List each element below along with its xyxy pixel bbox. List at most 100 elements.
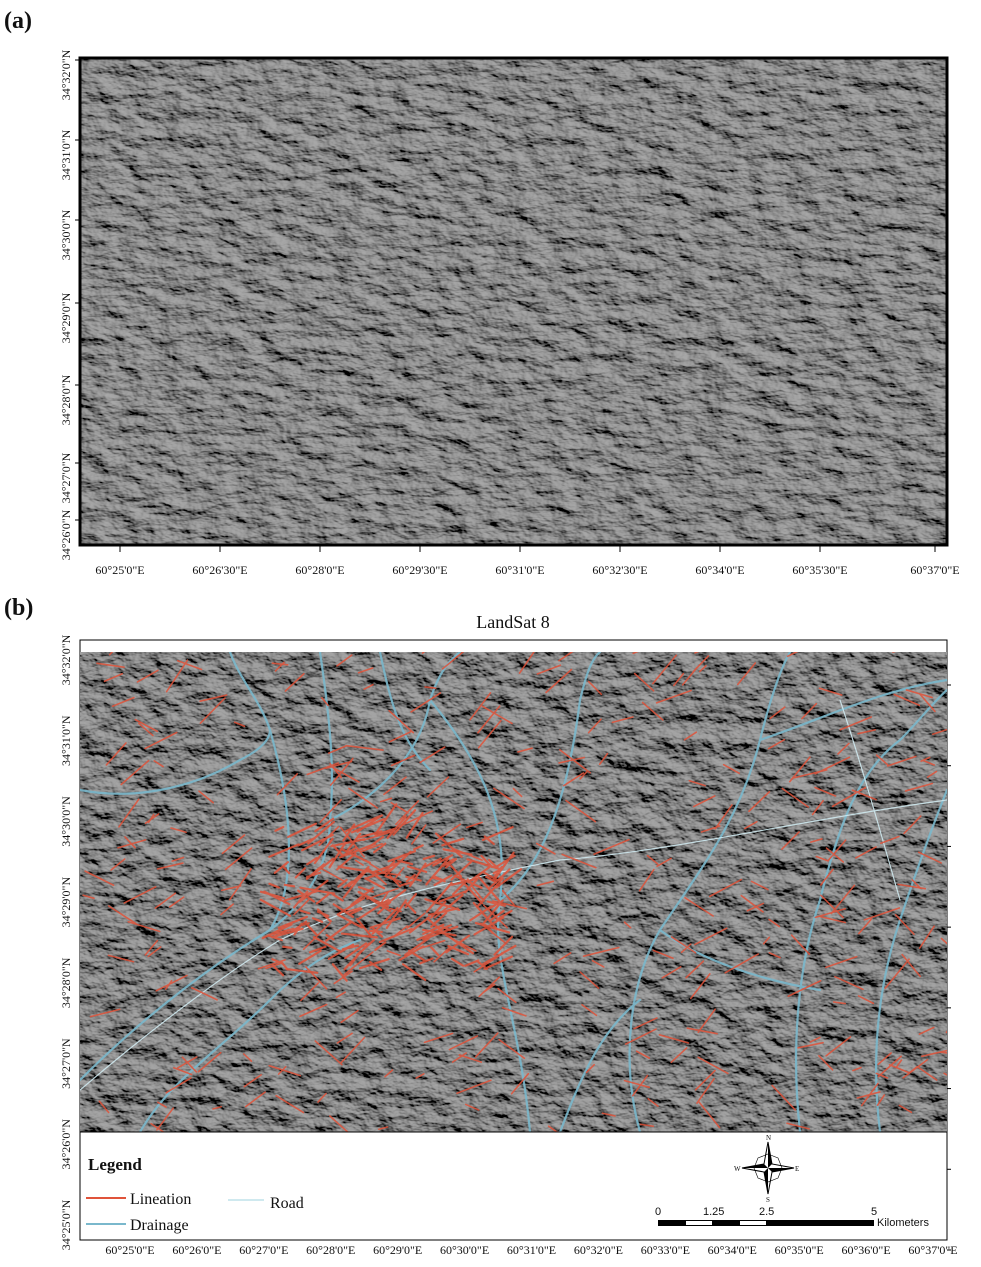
lineation — [468, 866, 491, 883]
lineation — [362, 870, 401, 876]
lineation — [190, 986, 218, 1001]
lineation — [494, 854, 516, 869]
lineation — [684, 897, 714, 917]
lineation — [670, 936, 697, 954]
lineation — [559, 749, 591, 774]
lineation — [801, 702, 818, 720]
lineation — [321, 868, 345, 882]
lineation — [565, 799, 597, 823]
lineation — [368, 960, 383, 971]
lineation — [696, 1077, 715, 1104]
lineation — [447, 945, 470, 956]
lineation — [512, 787, 523, 798]
lineation — [199, 697, 226, 724]
compass-label: N — [766, 1134, 771, 1142]
lineation — [372, 842, 387, 854]
lineation — [259, 898, 292, 917]
lineation — [485, 875, 498, 883]
lineation — [939, 1051, 947, 1054]
y-tick-label: 34°26'0"N — [59, 1119, 73, 1170]
lineation — [855, 846, 877, 859]
lineation — [655, 689, 692, 704]
lineation — [424, 898, 461, 911]
lineation — [243, 1074, 262, 1088]
lineation — [103, 672, 124, 683]
lineation — [328, 841, 347, 869]
lineation — [907, 1065, 918, 1075]
lineation — [330, 838, 366, 848]
lineation — [884, 958, 910, 989]
lineation — [388, 709, 415, 734]
lineation — [750, 880, 769, 891]
lineation — [493, 935, 514, 956]
north-arrow: N E S W — [734, 1134, 799, 1204]
scale-label: 5 — [871, 1206, 877, 1218]
lineation — [358, 898, 390, 920]
lineation — [477, 719, 502, 749]
lineation — [652, 949, 674, 960]
lineation — [658, 1034, 690, 1044]
lineation — [427, 907, 459, 916]
lineation — [390, 801, 409, 814]
compass-label: W — [734, 1165, 741, 1173]
lineation — [683, 731, 698, 741]
lineation — [156, 1107, 175, 1131]
map-title: LandSat 8 — [476, 612, 550, 632]
lineation — [831, 786, 867, 808]
lineation — [623, 1079, 651, 1089]
lineation — [495, 909, 513, 921]
scale-label: 1.25 — [703, 1206, 724, 1218]
lineation — [335, 991, 346, 999]
lineation — [336, 654, 353, 667]
x-tick-label: 60°32'0"E — [574, 1243, 623, 1257]
lineation — [791, 769, 828, 779]
lineation — [89, 1008, 121, 1018]
lineation — [82, 894, 95, 900]
lineation — [315, 893, 330, 905]
lineation — [369, 917, 401, 929]
lineation — [680, 943, 692, 954]
lineation — [444, 932, 475, 955]
lineation — [346, 906, 362, 913]
lineation — [331, 844, 344, 856]
lineation — [493, 787, 525, 810]
lineation — [419, 939, 446, 950]
lineation — [331, 963, 348, 982]
lineation — [305, 871, 322, 879]
lineation — [818, 687, 843, 696]
lineation — [124, 836, 136, 849]
lineation — [127, 920, 161, 933]
lineation — [157, 1101, 167, 1108]
lineation — [438, 890, 468, 903]
lineation — [389, 875, 402, 888]
lineation — [591, 959, 605, 968]
lineation — [476, 960, 489, 971]
lineation — [404, 901, 417, 914]
lineation — [809, 838, 823, 843]
lineation — [771, 1084, 797, 1111]
lineation — [313, 837, 334, 864]
lineation — [384, 1069, 394, 1078]
lineation — [347, 865, 370, 888]
lineation — [474, 1032, 499, 1058]
lineation — [558, 756, 585, 764]
x-tick-label: 60°26'30"E — [192, 563, 247, 577]
lineation — [827, 839, 847, 862]
lineation — [105, 742, 127, 766]
lineation — [425, 857, 450, 886]
lineation — [433, 946, 451, 963]
lineation — [96, 662, 125, 669]
y-tick-label: 34°25'0"N — [59, 1199, 73, 1250]
lineation — [920, 756, 931, 762]
lineation — [694, 1069, 716, 1091]
lineation — [387, 850, 417, 863]
lineation — [170, 827, 187, 834]
lineation — [98, 1100, 110, 1114]
lineation — [562, 772, 585, 787]
lineation — [423, 1032, 454, 1044]
lineation — [397, 859, 414, 866]
x-tick-label: 60°29'0"E — [373, 1243, 422, 1257]
panel-a-axes: 34°32'0"N 34°31'0"N 34°30'0"N 34°29'0"N 34°2… — [59, 49, 960, 577]
lineation — [472, 901, 499, 931]
lineation — [233, 721, 246, 728]
